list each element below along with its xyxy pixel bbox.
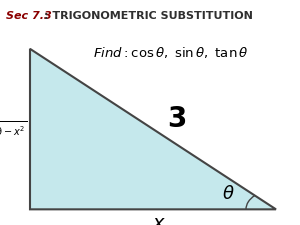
- Text: $\mathit{Find}: \cos\theta,\ \sin\theta,\ \tan\theta$: $\mathit{Find}: \cos\theta,\ \sin\theta,…: [93, 45, 249, 60]
- Text: Sec 7.3: Sec 7.3: [6, 11, 52, 21]
- Text: $\theta$: $\theta$: [222, 185, 234, 203]
- Text: $x$: $x$: [152, 214, 166, 225]
- Polygon shape: [30, 49, 276, 209]
- Text: : TRIGONOMETRIC SUBSTITUTION: : TRIGONOMETRIC SUBSTITUTION: [44, 11, 252, 21]
- Text: 3: 3: [167, 105, 187, 133]
- Text: $\sqrt{9-x^2}$: $\sqrt{9-x^2}$: [0, 120, 27, 138]
